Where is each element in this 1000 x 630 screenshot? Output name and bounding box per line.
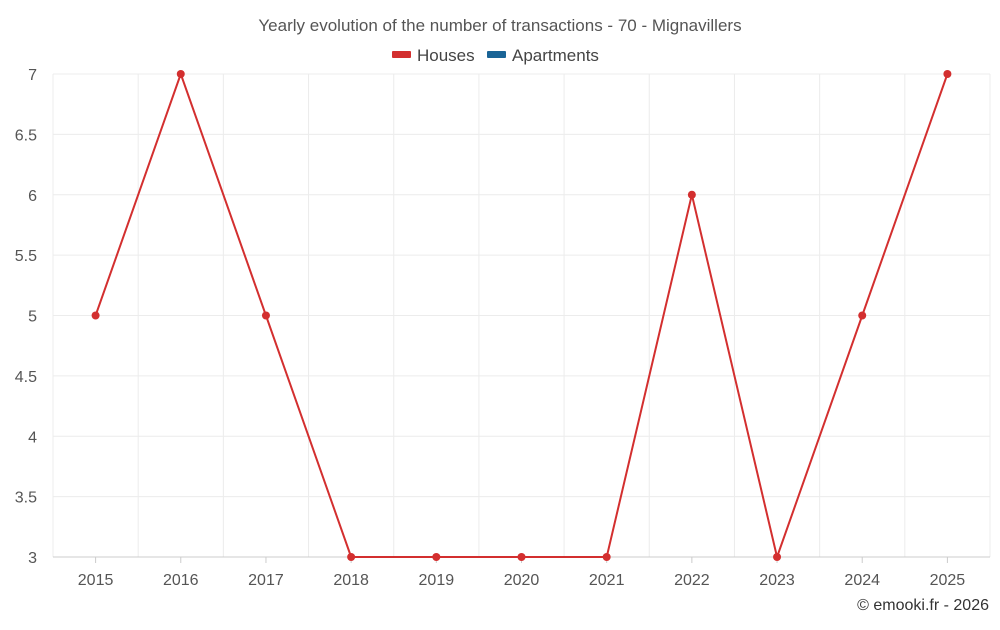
x-tick-label: 2015 bbox=[78, 572, 114, 589]
chart-title: Yearly evolution of the number of transa… bbox=[258, 16, 741, 35]
data-point-houses[interactable] bbox=[261, 311, 270, 320]
series bbox=[91, 70, 952, 561]
legend-label-apartments: Apartments bbox=[512, 46, 599, 65]
data-point-houses[interactable] bbox=[858, 311, 867, 320]
x-tick-label: 2020 bbox=[504, 572, 540, 589]
legend-label-houses: Houses bbox=[417, 46, 475, 65]
grid bbox=[52, 73, 991, 558]
axes: 3 3.5 4 4.5 5 5.5 6 6.5 7 2015 2016 2017 2018 2019 202… bbox=[15, 67, 990, 589]
x-tick-label: 2017 bbox=[248, 572, 284, 589]
y-tick-label: 6 bbox=[28, 188, 37, 205]
data-point-houses[interactable] bbox=[432, 553, 441, 561]
x-tick-label: 2021 bbox=[589, 572, 625, 589]
data-point-houses[interactable] bbox=[773, 553, 782, 561]
legend-item-apartments[interactable]: Apartments bbox=[487, 46, 599, 65]
x-tick-label: 2022 bbox=[674, 572, 710, 589]
data-point-houses[interactable] bbox=[347, 553, 356, 561]
y-tick-label: 3 bbox=[28, 550, 37, 567]
legend-swatch-houses bbox=[392, 51, 411, 58]
x-tick-label: 2023 bbox=[759, 572, 795, 589]
x-tick-label: 2024 bbox=[844, 572, 880, 589]
data-point-houses[interactable] bbox=[687, 190, 696, 199]
x-tick-label: 2018 bbox=[333, 572, 369, 589]
y-tick-label: 3.5 bbox=[15, 490, 37, 507]
y-tick-label: 6.5 bbox=[15, 127, 37, 144]
y-tick-label: 5.5 bbox=[15, 248, 37, 265]
legend-item-houses[interactable]: Houses bbox=[392, 46, 475, 65]
y-tick-label: 7 bbox=[28, 67, 37, 84]
x-tick-label: 2019 bbox=[419, 572, 455, 589]
y-tick-label: 4.5 bbox=[15, 369, 37, 386]
data-point-houses[interactable] bbox=[517, 553, 526, 561]
data-point-houses[interactable] bbox=[943, 70, 952, 78]
legend-swatch-apartments bbox=[487, 51, 506, 58]
legend: Houses Apartments bbox=[392, 46, 599, 65]
x-tick-label: 2016 bbox=[163, 572, 199, 589]
x-tick-label: 2025 bbox=[930, 572, 966, 589]
data-point-houses[interactable] bbox=[91, 311, 100, 320]
y-tick-label: 5 bbox=[28, 309, 37, 326]
data-point-houses[interactable] bbox=[602, 553, 611, 561]
y-tick-label: 4 bbox=[28, 429, 37, 446]
data-point-houses[interactable] bbox=[176, 70, 185, 78]
credit-text: © emooki.fr - 2026 bbox=[857, 597, 989, 614]
